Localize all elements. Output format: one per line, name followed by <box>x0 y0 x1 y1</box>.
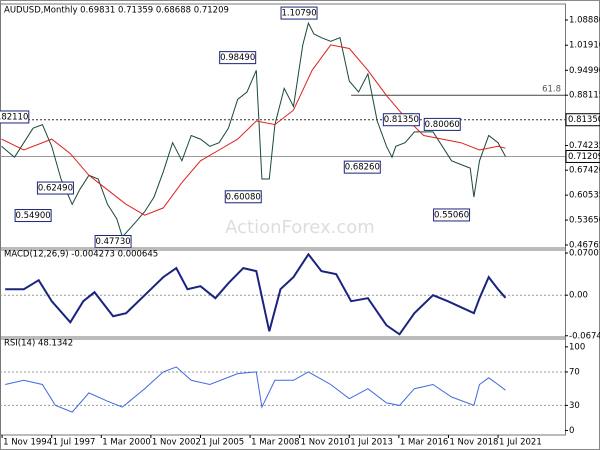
x-tick-label: 1 Nov 2010 <box>301 438 350 448</box>
marker-box <box>565 113 600 127</box>
annotation-label: 0.60080 <box>226 192 261 202</box>
annotation-label: 0.98490 <box>220 53 255 63</box>
y-tick-label: 0.88115 <box>569 91 600 101</box>
x-tick-label: 1 Mar 2000 <box>102 438 150 448</box>
x-tick-label: 1 Jul 2021 <box>499 438 542 448</box>
watermark: ActionForex.com <box>225 217 375 238</box>
panel <box>0 3 566 251</box>
annotation-label: 0.81350 <box>384 115 419 125</box>
series-line <box>1 21 506 238</box>
annotation-label: 0.55060 <box>434 210 469 220</box>
y-tick-label: 1.08880 <box>569 15 600 25</box>
x-tick-label: 1 Jul 1997 <box>53 438 96 448</box>
y-tick-label: 70 <box>569 367 580 377</box>
panel-title: MACD(12,26,9) -0.004273 0.000645 <box>4 250 158 260</box>
y-tick-label: 0.46765 <box>569 241 600 251</box>
annotation-box <box>280 6 318 20</box>
y-tick-label: 0 <box>569 426 574 436</box>
annotation-box <box>382 113 420 127</box>
y-tick-label: 0.74235 <box>569 141 600 151</box>
annotation-box <box>36 181 74 195</box>
panel-title: AUDUSD,Monthly 0.69831 0.71359 0.68688 0… <box>4 6 229 16</box>
y-tick-label: 0.00 <box>569 291 588 301</box>
marker-label: 0.71209 <box>568 152 600 162</box>
annotation-label: 1.10790 <box>281 9 316 19</box>
y-tick-label: 100 <box>569 342 585 352</box>
marker-box <box>565 149 600 163</box>
panel <box>0 247 566 340</box>
annotation-box <box>433 208 471 222</box>
annotation-box <box>224 190 262 204</box>
fib-label: 61.8 <box>542 85 561 95</box>
panel <box>0 336 566 436</box>
y-tick-label: 30 <box>569 401 580 411</box>
annotation-box <box>14 209 52 223</box>
x-tick-label: 1 Nov 2018 <box>449 438 498 448</box>
annotation-label: 0.82110 <box>0 112 28 122</box>
y-tick-label: 0.070071 <box>569 249 600 259</box>
annotation-label: 0.47730 <box>95 237 130 247</box>
series-line <box>1 44 506 216</box>
annotation-box <box>423 117 461 131</box>
series-line <box>5 366 506 413</box>
annotation-label: 0.80060 <box>425 120 460 130</box>
y-tick-label: 0.60535 <box>569 191 600 201</box>
series-line <box>5 252 507 336</box>
marker-label: 0.81350 <box>568 115 600 125</box>
annotation-box <box>219 51 257 65</box>
x-tick-label: 1 Nov 2002 <box>152 438 201 448</box>
y-tick-label: -0.067423 <box>569 331 600 341</box>
panel-title: RSI(14) 48.1342 <box>4 339 73 349</box>
annotation-label: 0.62490 <box>38 184 73 194</box>
annotation-label: 0.68260 <box>345 163 380 173</box>
annotation-label: 0.54900 <box>16 211 51 221</box>
x-tick-label: 1 Nov 1994 <box>3 438 52 448</box>
x-tick-label: 1 Jul 2005 <box>201 438 244 448</box>
annotation-box <box>0 110 30 124</box>
annotation-box <box>343 160 381 174</box>
x-tick-label: 1 Mar 2008 <box>251 438 299 448</box>
x-tick-label: 1 Jul 2013 <box>350 438 393 448</box>
x-tick-label: 1 Mar 2016 <box>400 438 448 448</box>
